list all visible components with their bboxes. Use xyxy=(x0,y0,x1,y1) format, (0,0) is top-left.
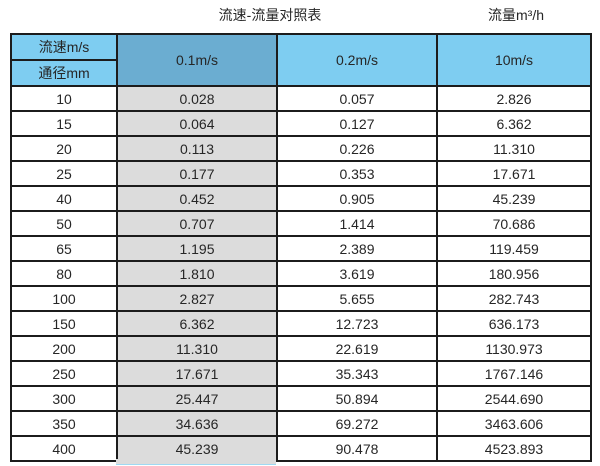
flow-value-cell: 0.177 xyxy=(116,160,278,187)
table-row: 65 1.195 2.389 119.459 xyxy=(10,235,592,262)
flow-value-cell: 6.362 xyxy=(436,110,592,137)
flow-unit-label: 流量m³/h xyxy=(488,7,544,23)
diameter-cell: 350 xyxy=(10,410,118,437)
table-row: 250 17.671 35.343 1767.146 xyxy=(10,360,592,387)
flow-value-cell: 70.686 xyxy=(436,210,592,237)
table-row: 15 0.064 0.127 6.362 xyxy=(10,110,592,137)
flow-value-cell: 50.894 xyxy=(276,385,438,412)
flow-value-cell: 0.353 xyxy=(276,160,438,187)
diameter-cell: 100 xyxy=(10,285,118,312)
table-row: 20 0.113 0.226 11.310 xyxy=(10,135,592,162)
flow-value-cell: 69.272 xyxy=(276,410,438,437)
flow-value-cell: 3.619 xyxy=(276,260,438,287)
flow-value-cell: 282.743 xyxy=(436,285,592,312)
flow-value-cell: 34.636 xyxy=(116,410,278,437)
column-header-0p2ms: 0.2m/s xyxy=(276,33,438,87)
flow-value-cell: 6.362 xyxy=(116,310,278,337)
column-header-0p1ms: 0.1m/s xyxy=(116,33,278,87)
flow-value-cell: 12.723 xyxy=(276,310,438,337)
table-row: 25 0.177 0.353 17.671 xyxy=(10,160,592,187)
flow-value-cell: 2.389 xyxy=(276,235,438,262)
diameter-cell: 400 xyxy=(10,435,118,462)
flow-value-cell: 2.827 xyxy=(116,285,278,312)
flow-value-cell: 11.310 xyxy=(116,335,278,362)
flow-value-cell: 25.447 xyxy=(116,385,278,412)
diameter-cell: 250 xyxy=(10,360,118,387)
diameter-cell: 300 xyxy=(10,385,118,412)
table-row: 200 11.310 22.619 1130.973 xyxy=(10,335,592,362)
flow-value-cell: 0.113 xyxy=(116,135,278,162)
flow-value-cell: 3463.606 xyxy=(436,410,592,437)
flow-value-cell: 1130.973 xyxy=(436,335,592,362)
flow-value-cell: 0.226 xyxy=(276,135,438,162)
diameter-cell: 150 xyxy=(10,310,118,337)
table-row: 40 0.452 0.905 45.239 xyxy=(10,185,592,212)
table-row: 80 1.810 3.619 180.956 xyxy=(10,260,592,287)
gray-column-overhang xyxy=(116,459,276,465)
flow-value-cell: 119.459 xyxy=(436,235,592,262)
diameter-cell: 200 xyxy=(10,335,118,362)
flow-value-cell: 45.239 xyxy=(436,185,592,212)
diameter-cell: 40 xyxy=(10,185,118,212)
flow-value-cell: 0.057 xyxy=(276,85,438,112)
velocity-header-label: 流速m/s xyxy=(12,35,116,61)
flow-value-cell: 2544.690 xyxy=(436,385,592,412)
flow-value-cell: 0.127 xyxy=(276,110,438,137)
flow-value-cell: 11.310 xyxy=(436,135,592,162)
table-row: 300 25.447 50.894 2544.690 xyxy=(10,385,592,412)
flow-value-cell: 22.619 xyxy=(276,335,438,362)
flow-value-cell: 2.826 xyxy=(436,85,592,112)
header-row: 流速m/s 通径mm 0.1m/s 0.2m/s 10m/s xyxy=(10,33,592,87)
diameter-header-label: 通径mm xyxy=(38,65,90,81)
flow-value-cell: 1767.146 xyxy=(436,360,592,387)
flow-value-cell: 0.452 xyxy=(116,185,278,212)
diameter-cell: 50 xyxy=(10,210,118,237)
flow-value-cell: 0.707 xyxy=(116,210,278,237)
flow-value-cell: 180.956 xyxy=(436,260,592,287)
flow-value-cell: 0.905 xyxy=(276,185,438,212)
flow-value-cell: 5.655 xyxy=(276,285,438,312)
table-row: 350 34.636 69.272 3463.606 xyxy=(10,410,592,437)
table-row: 150 6.362 12.723 636.173 xyxy=(10,310,592,337)
page-title: 流速-流量对照表 xyxy=(218,7,322,23)
flow-value-cell: 1.810 xyxy=(116,260,278,287)
flow-value-cell: 90.478 xyxy=(276,435,438,462)
flow-value-cell: 0.064 xyxy=(116,110,278,137)
flow-value-cell: 636.173 xyxy=(436,310,592,337)
flow-value-cell: 17.671 xyxy=(116,360,278,387)
flow-rate-table: 流速m/s 通径mm 0.1m/s 0.2m/s 10m/s 10 0.028 0.… xyxy=(10,33,592,462)
diameter-cell: 20 xyxy=(10,135,118,162)
table-row: 100 2.827 5.655 282.743 xyxy=(10,285,592,312)
flow-value-cell: 35.343 xyxy=(276,360,438,387)
table-row: 400 45.239 90.478 4523.893 xyxy=(10,435,592,462)
column-header-10ms: 10m/s xyxy=(436,33,592,87)
flow-value-cell: 0.028 xyxy=(116,85,278,112)
flow-value-cell: 1.195 xyxy=(116,235,278,262)
diameter-cell: 25 xyxy=(10,160,118,187)
flow-value-cell: 4523.893 xyxy=(436,435,592,462)
corner-header-cell: 流速m/s 通径mm xyxy=(10,33,118,87)
table-body: 10 0.028 0.057 2.826 15 0.064 0.127 6.362 20 0.11… xyxy=(10,85,592,462)
diameter-cell: 80 xyxy=(10,260,118,287)
flow-value-cell: 45.239 xyxy=(116,435,278,462)
diameter-cell: 10 xyxy=(10,85,118,112)
diameter-cell: 15 xyxy=(10,110,118,137)
diameter-cell: 65 xyxy=(10,235,118,262)
table-row: 10 0.028 0.057 2.826 xyxy=(10,85,592,112)
table-header: 流速m/s 通径mm 0.1m/s 0.2m/s 10m/s xyxy=(10,33,592,87)
flow-value-cell: 1.414 xyxy=(276,210,438,237)
flow-value-cell: 17.671 xyxy=(436,160,592,187)
table-row: 50 0.707 1.414 70.686 xyxy=(10,210,592,237)
